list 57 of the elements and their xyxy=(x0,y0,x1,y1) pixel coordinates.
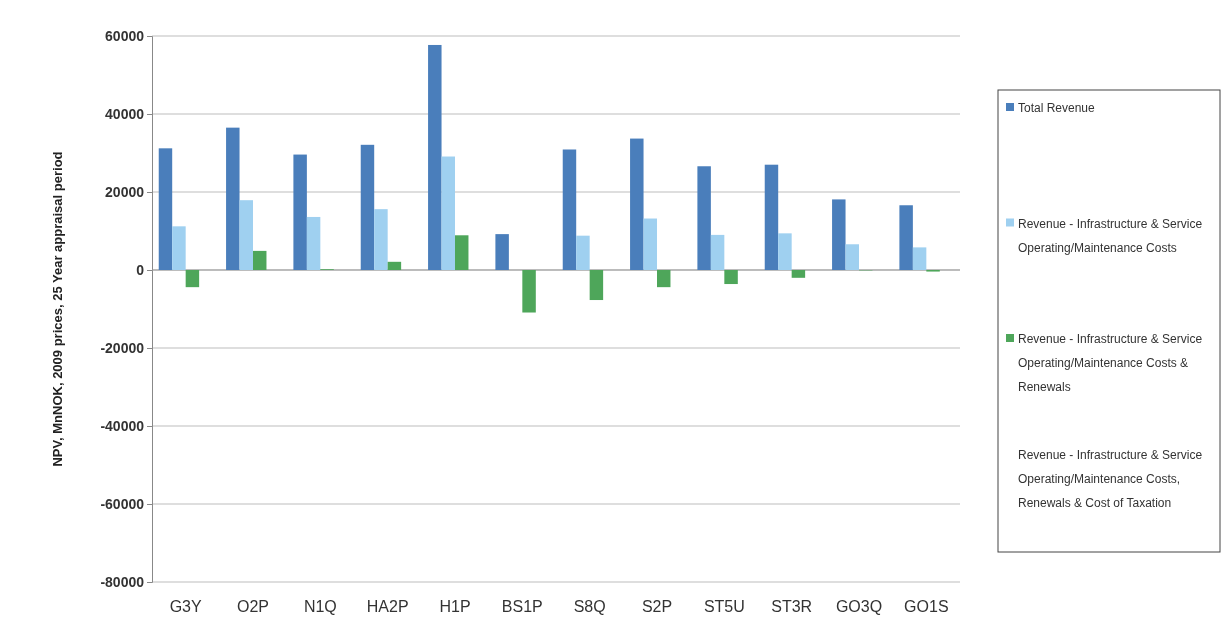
bar xyxy=(306,216,321,270)
x-tick-label: GO1S xyxy=(904,598,949,615)
bar xyxy=(495,234,509,270)
bar xyxy=(697,166,711,270)
bar xyxy=(360,144,375,270)
bar xyxy=(293,154,307,270)
x-tick-label: S2P xyxy=(641,598,673,615)
bar xyxy=(455,235,469,270)
bar xyxy=(724,270,738,285)
bar xyxy=(172,226,186,270)
x-tick-label: G3Y xyxy=(169,598,202,615)
y-tick-label: 0 xyxy=(136,261,145,278)
bar xyxy=(576,235,590,270)
x-tick-label: H1P xyxy=(439,598,471,615)
bar xyxy=(912,247,927,270)
y-tick-label: -40000 xyxy=(100,417,145,434)
legend-label: Revenue - Infrastructure & Service Operating/Maintenance Costs xyxy=(1018,216,1203,255)
bar xyxy=(791,270,806,278)
bar xyxy=(226,127,240,270)
bar xyxy=(562,149,577,270)
legend-label: Total Revenue xyxy=(1018,101,1096,115)
x-tick-label: BS1P xyxy=(501,598,543,615)
bar xyxy=(374,209,388,270)
bar xyxy=(764,164,779,270)
x-tick-label: S8Q xyxy=(573,598,606,615)
bar xyxy=(778,233,792,270)
x-tick-label: ST5U xyxy=(703,598,745,615)
bar xyxy=(899,205,913,270)
x-tick-label: O2P xyxy=(236,598,270,615)
x-tick-label: ST3R xyxy=(771,598,813,615)
bar xyxy=(239,200,253,270)
bar xyxy=(630,138,644,270)
bar xyxy=(428,44,442,270)
y-tick-label: 40000 xyxy=(105,105,145,122)
text: Revenue - Infrastructure & Service Operating/Maintenance Costs, Renewals & Cost of Taxation xyxy=(1018,447,1203,510)
bar xyxy=(589,270,604,301)
bar xyxy=(522,270,536,313)
y-tick-label: -20000 xyxy=(100,339,145,356)
x-tick-label: GO3Q xyxy=(835,598,883,615)
bar xyxy=(657,270,671,288)
bar xyxy=(387,261,402,270)
bar xyxy=(845,244,859,270)
bar xyxy=(253,250,267,270)
y-tick-label: -60000 xyxy=(100,495,145,512)
y-tick-label: 60000 xyxy=(105,27,145,44)
legend-label: Revenue - Infrastructure & Service Operating/Maintenance Costs & Renewals xyxy=(1018,332,1203,394)
y-tick-label: 20000 xyxy=(105,183,145,200)
bar xyxy=(710,234,725,270)
y-axis-title: NPV, MnNOK, 2009 prices, 25 Year appraisal period xyxy=(50,151,65,467)
y-tick-label: -80000 xyxy=(100,573,145,590)
x-tick-label: HA2P xyxy=(366,598,409,615)
bar xyxy=(441,156,455,270)
bar xyxy=(643,218,657,270)
x-tick-label: N1Q xyxy=(303,598,337,615)
bar xyxy=(832,199,846,270)
bar xyxy=(158,148,173,270)
bar xyxy=(185,270,200,288)
